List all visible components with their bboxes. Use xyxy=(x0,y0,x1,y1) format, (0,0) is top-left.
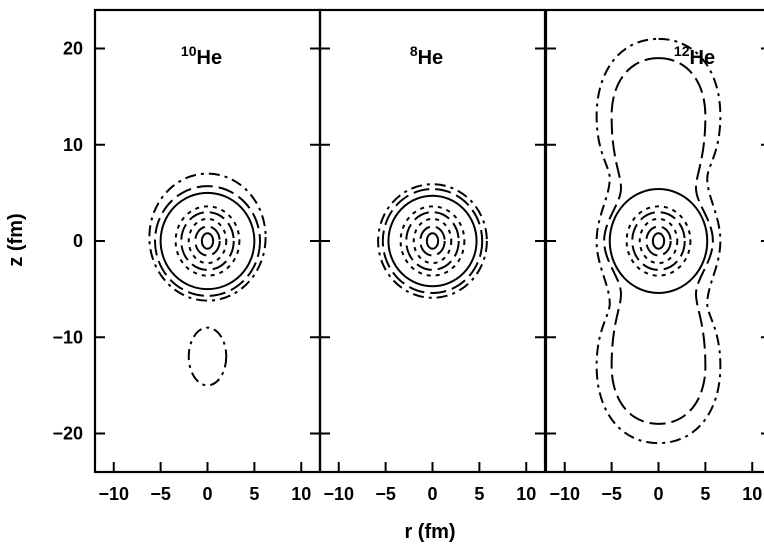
y-tick-label: 20 xyxy=(63,39,83,59)
panel-title: 8He xyxy=(410,43,443,69)
contour-long-dash xyxy=(645,225,672,257)
contour-solid xyxy=(200,232,215,250)
contour-long-dash xyxy=(154,185,261,297)
contour-long-dash xyxy=(631,211,686,271)
contour-long-dash xyxy=(194,225,221,257)
panel-title: 12He xyxy=(674,43,715,69)
x-tick-label: 5 xyxy=(700,484,710,504)
panel-title-element: He xyxy=(197,47,223,69)
panel-title: 10He xyxy=(181,43,222,69)
contour-long-dash xyxy=(180,211,235,271)
x-tick-label: −10 xyxy=(549,484,580,504)
contour-group xyxy=(377,183,488,299)
panel-12He: −10 −5 0 5 10 12He xyxy=(544,8,764,504)
contour-long-dash xyxy=(381,188,484,294)
y-tick-label: −20 xyxy=(52,424,83,444)
panel-frame xyxy=(318,8,547,474)
y-axis-label: z (fm) xyxy=(5,213,27,266)
contour-dotted xyxy=(187,217,228,265)
contour-dash-dot xyxy=(148,172,267,302)
contour-solid xyxy=(608,188,709,294)
x-tick-label: 0 xyxy=(653,484,663,504)
contour-solid xyxy=(387,194,478,288)
x-tick-label: −5 xyxy=(150,484,171,504)
y-tick-label: −10 xyxy=(52,327,83,347)
contour-solid xyxy=(159,191,256,291)
contour-long-dash xyxy=(405,211,460,271)
panel-frame xyxy=(93,8,322,474)
x-tick-label: 5 xyxy=(249,484,259,504)
contour-dotted xyxy=(638,217,679,265)
panel-frame xyxy=(544,8,764,474)
contour-group xyxy=(148,172,267,387)
panel-title-mass-number: 8 xyxy=(410,43,418,59)
panel-title-element: He xyxy=(690,47,716,69)
contour-solid xyxy=(425,232,440,250)
contour-dotted xyxy=(412,217,453,265)
x-tick-label: 0 xyxy=(427,484,437,504)
contour-dash-dot xyxy=(595,37,722,445)
panel-title-element: He xyxy=(418,47,444,69)
x-tick-label: −10 xyxy=(98,484,129,504)
x-tick-label: 5 xyxy=(474,484,484,504)
x-tick-label: −10 xyxy=(323,484,354,504)
x-axis-label: r (fm) xyxy=(404,521,455,543)
panel-title-mass-number: 12 xyxy=(674,43,690,59)
x-tick-label: −5 xyxy=(601,484,622,504)
panel-title-mass-number: 10 xyxy=(181,43,197,59)
x-tick-label: 10 xyxy=(516,484,536,504)
contour-long-dash xyxy=(603,57,714,425)
y-axis-label-group: z (fm) xyxy=(5,213,27,266)
contour-dotted xyxy=(174,205,241,277)
contour-dash-dot xyxy=(377,183,488,299)
y-tick-label: 0 xyxy=(73,231,83,251)
contour-group xyxy=(595,37,722,445)
panel-8He: −10 −5 0 5 10 8He xyxy=(318,8,547,504)
contour-solid xyxy=(651,232,666,250)
contour-dash-dot xyxy=(187,326,228,387)
x-tick-label: 0 xyxy=(202,484,212,504)
x-tick-label: 10 xyxy=(291,484,311,504)
contour-dotted xyxy=(399,205,466,277)
contour-long-dash xyxy=(419,225,446,257)
x-tick-label: −5 xyxy=(375,484,396,504)
y-tick-label: 10 xyxy=(63,135,83,155)
contour-dotted xyxy=(625,205,692,277)
x-tick-label: 10 xyxy=(742,484,762,504)
